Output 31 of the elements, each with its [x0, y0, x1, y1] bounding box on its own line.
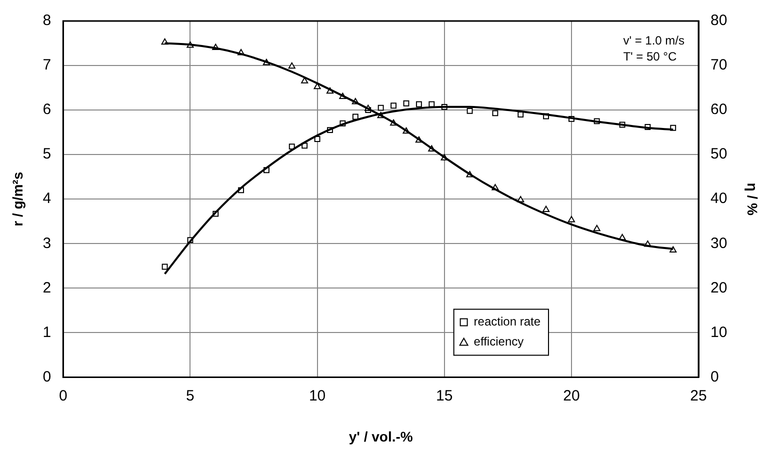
- x-tick-label: 25: [690, 387, 707, 404]
- x-tick-label: 20: [563, 387, 580, 404]
- y-tick-label: 1: [42, 324, 52, 341]
- y-tick-label: 7: [42, 56, 52, 74]
- x-tick-label: 15: [436, 387, 453, 404]
- y-tick-label: 5: [42, 146, 52, 163]
- y-tick-label: 0: [42, 368, 52, 386]
- y2-axis-title: η / %: [744, 182, 761, 216]
- y2-tick-label: 30: [710, 234, 728, 252]
- y-tick-label: 6: [42, 101, 52, 118]
- y-tick-label: 8: [42, 12, 52, 30]
- y-axis-title: r / g/m²s: [9, 172, 26, 226]
- y2-tick-label: 80: [710, 12, 728, 30]
- y2-tick-label: 60: [710, 101, 728, 118]
- y2-tick-label: 50: [710, 146, 728, 163]
- legend-label: efficiency: [474, 334, 524, 349]
- x-tick-label: 0: [58, 387, 68, 404]
- y-tick-label: 3: [42, 234, 52, 252]
- annotation: T' = 50 °C: [623, 49, 677, 64]
- y2-tick-label: 70: [710, 56, 728, 74]
- y2-tick-label: 10: [710, 324, 728, 341]
- legend-label: reaction rate: [474, 314, 541, 329]
- y2-tick-label: 20: [710, 279, 728, 296]
- annotation: v' = 1.0 m/s: [623, 33, 685, 48]
- x-tick-label: 5: [186, 387, 194, 404]
- x-tick-label: 10: [308, 387, 326, 404]
- x-axis-title: y' / vol.-%: [348, 428, 414, 444]
- y-tick-label: 4: [42, 190, 52, 208]
- y-tick-label: 2: [42, 279, 52, 296]
- y2-tick-label: 0: [710, 368, 719, 386]
- y2-tick-label: 40: [710, 190, 728, 208]
